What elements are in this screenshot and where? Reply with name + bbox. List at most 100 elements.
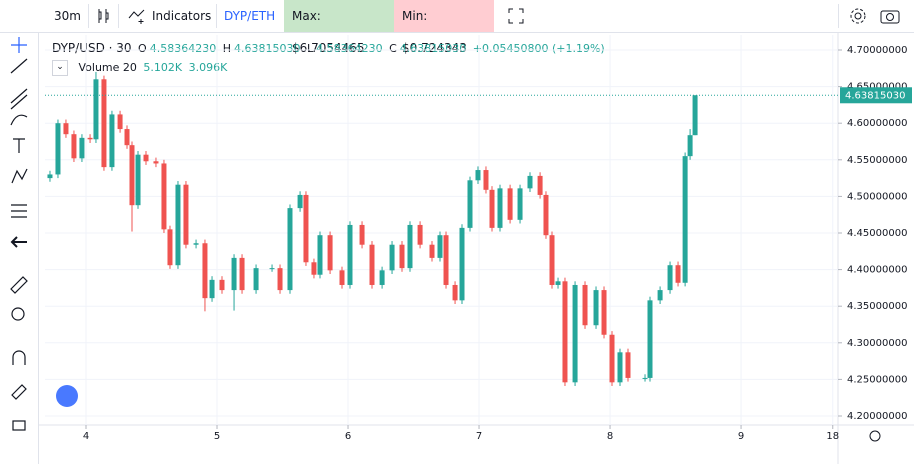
axis-settings-icon[interactable] bbox=[869, 430, 881, 442]
candle-body bbox=[202, 243, 208, 299]
y-tick-label: 4.55000000 bbox=[847, 155, 907, 166]
candle-body bbox=[71, 134, 77, 159]
ohlc-value: 4.63815030 bbox=[399, 42, 467, 55]
candle-body bbox=[429, 244, 435, 258]
candle-body bbox=[507, 188, 513, 220]
crosshair-tool[interactable] bbox=[11, 37, 27, 53]
max-price: Max: $6.7054465 bbox=[284, 0, 394, 55]
candle-body bbox=[452, 284, 458, 301]
toolbar: 30m Indicators DYP/ETH Max: $6.7054465 M… bbox=[0, 0, 914, 55]
candle-body bbox=[489, 189, 495, 228]
candle-body bbox=[55, 123, 61, 175]
settings-icon[interactable] bbox=[849, 7, 867, 39]
candle-body bbox=[347, 224, 353, 285]
ohlc-label: L bbox=[306, 42, 314, 55]
indicators-icon[interactable] bbox=[128, 8, 146, 40]
y-tick-label: 4.60000000 bbox=[847, 118, 907, 129]
y-tick-label: 4.35000000 bbox=[847, 301, 907, 312]
candle-body bbox=[277, 268, 283, 291]
candle-body bbox=[63, 123, 69, 135]
candle-body bbox=[682, 156, 688, 283]
candle-body bbox=[109, 114, 115, 168]
y-tick-label: 4.70000000 bbox=[847, 45, 907, 56]
ruler-tool[interactable] bbox=[10, 276, 28, 294]
candle-body bbox=[399, 244, 405, 269]
back-tool[interactable] bbox=[10, 236, 27, 248]
camera-icon[interactable] bbox=[880, 8, 900, 40]
lock-drawing-tool[interactable] bbox=[11, 384, 27, 400]
tool-icons bbox=[10, 37, 28, 431]
candle-body bbox=[339, 270, 345, 285]
y-tick-label: 4.20000000 bbox=[847, 411, 907, 422]
candle-body bbox=[135, 154, 141, 206]
last-price-label: 4.63815030 bbox=[845, 90, 905, 101]
candle-body bbox=[657, 290, 663, 301]
ohlc-label: H bbox=[222, 42, 231, 55]
candle-body bbox=[459, 227, 465, 301]
candle-body bbox=[253, 268, 259, 291]
candle-body bbox=[167, 229, 173, 266]
candle-body bbox=[87, 137, 93, 140]
candle-body bbox=[675, 265, 681, 283]
candle-body bbox=[692, 95, 698, 136]
y-tick-label: 4.45000000 bbox=[847, 228, 907, 239]
zoom-tool[interactable] bbox=[11, 307, 25, 321]
x-tick-label: 9 bbox=[738, 431, 744, 442]
interval-button[interactable]: 30m bbox=[54, 9, 81, 23]
candle-body bbox=[311, 262, 317, 275]
volume-value: 3.096K bbox=[188, 61, 228, 74]
candle-body bbox=[359, 224, 365, 245]
magnet-tool[interactable] bbox=[12, 350, 26, 365]
pair-button[interactable]: DYP/ETH bbox=[224, 9, 276, 23]
candle-body bbox=[527, 175, 533, 189]
ohlc-value: 4.58364230 bbox=[149, 42, 217, 55]
x-tick-label: 18 bbox=[826, 431, 839, 442]
candle-body bbox=[625, 352, 631, 378]
x-tick-label: 7 bbox=[476, 431, 482, 442]
x-tick-label: 4 bbox=[83, 431, 89, 442]
lock-tool[interactable] bbox=[12, 420, 26, 431]
last-price-box bbox=[840, 87, 912, 104]
fullscreen-icon[interactable] bbox=[508, 8, 524, 40]
candle-body bbox=[537, 175, 543, 195]
volume-value: 5.102K bbox=[143, 61, 183, 74]
x-tick-label: 8 bbox=[607, 431, 613, 442]
collapse-button[interactable]: ⌄ bbox=[52, 60, 68, 76]
candle-body bbox=[239, 257, 245, 291]
candle-body bbox=[327, 235, 333, 271]
candle-body bbox=[303, 194, 309, 263]
candle-body bbox=[369, 244, 375, 285]
text-tool[interactable] bbox=[13, 138, 25, 153]
candle-body bbox=[297, 194, 303, 209]
candle-body bbox=[379, 270, 385, 285]
candle-body bbox=[483, 170, 489, 190]
candle-body bbox=[317, 235, 323, 275]
logo bbox=[56, 385, 78, 407]
candle-body bbox=[572, 284, 578, 383]
candle-body bbox=[117, 114, 123, 130]
brush-tool[interactable] bbox=[10, 114, 28, 126]
candle-body bbox=[47, 174, 53, 179]
y-tick-label: 4.30000000 bbox=[847, 338, 907, 349]
candle-body bbox=[193, 243, 199, 245]
candle-body bbox=[79, 137, 85, 159]
change-value: +0.05450800 (+1.19%) bbox=[472, 42, 605, 55]
candle-body bbox=[687, 135, 693, 157]
candle-body bbox=[609, 334, 615, 383]
candle-body bbox=[617, 352, 623, 383]
pattern-tool[interactable] bbox=[11, 168, 28, 184]
candle-body bbox=[467, 180, 473, 228]
candle-body bbox=[647, 300, 653, 378]
candle-body bbox=[175, 184, 181, 266]
line-tool[interactable] bbox=[10, 58, 28, 74]
fib-tool[interactable] bbox=[10, 88, 28, 110]
candle-body bbox=[475, 170, 481, 181]
candle-body bbox=[93, 79, 99, 140]
prediction-tool[interactable] bbox=[11, 204, 27, 218]
candle-body bbox=[497, 188, 503, 228]
chart-type-icon[interactable] bbox=[96, 8, 110, 40]
ohlc-label: O bbox=[138, 42, 147, 55]
candle-body bbox=[437, 235, 443, 258]
indicators-button[interactable]: Indicators bbox=[152, 9, 212, 23]
